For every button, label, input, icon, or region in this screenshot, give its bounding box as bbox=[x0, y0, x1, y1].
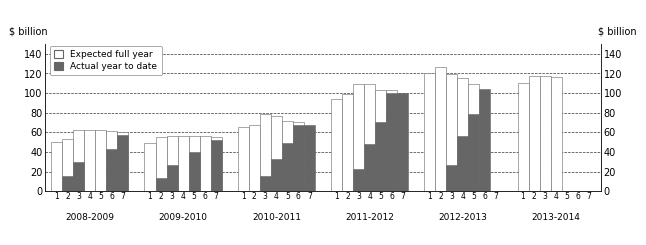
Bar bbox=[293, 122, 304, 191]
Bar bbox=[51, 142, 62, 191]
Bar bbox=[200, 136, 211, 191]
Text: 2008-2009: 2008-2009 bbox=[65, 213, 114, 222]
Bar bbox=[479, 89, 490, 191]
Text: 2011-2012: 2011-2012 bbox=[345, 213, 394, 222]
Text: 2013-2014: 2013-2014 bbox=[532, 213, 581, 222]
Text: $ billion: $ billion bbox=[598, 27, 637, 37]
Bar bbox=[62, 176, 73, 191]
Bar bbox=[260, 114, 271, 191]
Bar bbox=[293, 125, 304, 191]
Bar bbox=[96, 130, 107, 191]
Bar bbox=[145, 143, 156, 191]
Bar bbox=[271, 159, 282, 191]
Bar bbox=[107, 131, 118, 191]
Bar bbox=[189, 152, 200, 191]
Bar bbox=[517, 83, 528, 191]
Text: 2010-2011: 2010-2011 bbox=[252, 213, 301, 222]
Bar bbox=[550, 77, 561, 191]
Bar bbox=[528, 76, 539, 191]
Bar bbox=[107, 149, 118, 191]
Bar bbox=[457, 136, 468, 191]
Bar bbox=[85, 130, 96, 191]
Bar bbox=[211, 140, 222, 191]
Bar bbox=[364, 144, 375, 191]
Bar bbox=[397, 93, 408, 191]
Bar bbox=[156, 137, 167, 191]
Bar bbox=[118, 132, 129, 191]
Bar bbox=[364, 84, 375, 191]
Bar bbox=[468, 114, 479, 191]
Bar bbox=[331, 99, 342, 191]
Bar bbox=[156, 178, 167, 191]
Bar bbox=[118, 135, 129, 191]
Bar bbox=[446, 165, 457, 191]
Bar bbox=[304, 125, 315, 191]
Bar bbox=[167, 136, 178, 191]
Bar bbox=[238, 127, 249, 191]
Legend: Expected full year, Actual year to date: Expected full year, Actual year to date bbox=[50, 46, 162, 75]
Text: $ billion: $ billion bbox=[9, 27, 48, 37]
Bar bbox=[539, 76, 550, 191]
Bar bbox=[62, 139, 73, 191]
Bar bbox=[353, 169, 364, 191]
Bar bbox=[342, 94, 353, 191]
Bar bbox=[375, 90, 386, 191]
Bar bbox=[178, 136, 189, 191]
Text: 2012-2013: 2012-2013 bbox=[439, 213, 487, 222]
Bar bbox=[211, 137, 222, 191]
Bar bbox=[457, 78, 468, 191]
Text: 2009-2010: 2009-2010 bbox=[159, 213, 207, 222]
Bar bbox=[386, 90, 397, 191]
Bar bbox=[375, 122, 386, 191]
Bar bbox=[249, 125, 260, 191]
Bar bbox=[189, 136, 200, 191]
Bar bbox=[446, 74, 457, 191]
Bar bbox=[353, 84, 364, 191]
Bar bbox=[386, 93, 397, 191]
Bar bbox=[282, 121, 293, 191]
Bar bbox=[73, 130, 85, 191]
Bar bbox=[167, 165, 178, 191]
Bar bbox=[424, 73, 435, 191]
Bar bbox=[435, 67, 446, 191]
Bar bbox=[73, 162, 85, 191]
Bar bbox=[260, 176, 271, 191]
Bar bbox=[468, 84, 479, 191]
Bar bbox=[282, 143, 293, 191]
Bar bbox=[271, 116, 282, 191]
